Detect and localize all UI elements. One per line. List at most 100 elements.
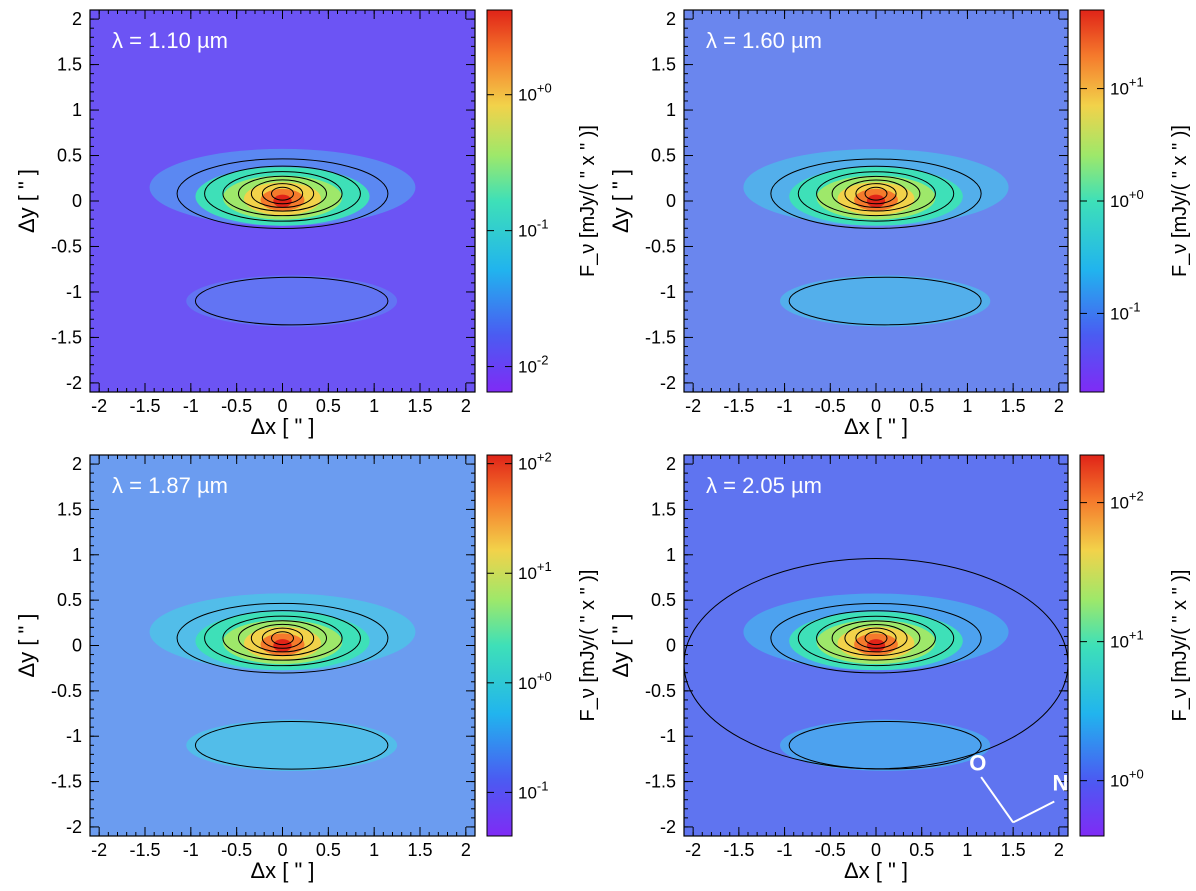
contour-level: [222, 171, 343, 217]
x-axis-label: Δx [ " ]: [250, 414, 314, 439]
x-tick-label: 1: [369, 840, 379, 860]
x-tick-label: -1: [777, 840, 793, 860]
y-tick-label: -1.5: [51, 772, 82, 792]
y-tick-label: 0.5: [651, 590, 676, 610]
y-tick-label: 1: [72, 545, 82, 565]
y-axis-label: Δy [ " ]: [608, 613, 633, 677]
y-tick-label: 0.5: [651, 146, 676, 166]
wavelength-label: λ = 1.60 µm: [706, 28, 822, 53]
colorbar-tick-label: 10-1: [1110, 299, 1140, 323]
contour-level: [831, 175, 921, 212]
x-tick-label: 0.5: [909, 840, 934, 860]
panel-2: -2 -1.5 -1 -0.5 0 0.5 1 1.5 2 -2 -1.5 -1 -0.5 0 0.5 1 1.…: [608, 9, 1191, 439]
colorbar-label: F_ν [mJy/( " x " )]: [1169, 570, 1191, 722]
y-tick-label: 0.5: [57, 146, 82, 166]
colorbar-tick-label: 10+2: [518, 450, 552, 474]
y-tick-label: -2: [660, 373, 676, 393]
contour-level: [797, 165, 955, 222]
contour-lower-lobe: [788, 276, 982, 326]
contour-level: [831, 620, 921, 657]
x-tick-label: 1.5: [1001, 840, 1026, 860]
panel-3: -2 -1.5 -1 -0.5 0 0.5 1 1.5 2 -2 -1.5 -1 -0.5 0 0.5 1 1.…: [14, 450, 599, 883]
x-tick-label: 2: [1054, 396, 1064, 416]
contour-level: [250, 179, 315, 208]
contour-lower-lobe: [194, 720, 389, 770]
panel-1: -2 -1.5 -1 -0.5 0 0.5 1 1.5 2 -2 -1.5 -1 -0.5 0 0.5 1 1.…: [14, 9, 599, 439]
y-tick-label: -1: [66, 282, 82, 302]
x-tick-label: -1.5: [129, 396, 160, 416]
y-tick-label: -2: [660, 817, 676, 837]
contour-level: [261, 183, 304, 205]
y-tick-label: -0.5: [51, 681, 82, 701]
panel-4: -2 -1.5 -1 -0.5 0 0.5 1 1.5 2 -2 -1.5 -1 -0.5 0 0.5 1 1.…: [608, 454, 1191, 883]
x-tick-label: -2: [91, 396, 107, 416]
axis-ticks: [684, 455, 1068, 836]
y-tick-label: -1.5: [645, 772, 676, 792]
x-tick-label: -1.5: [723, 396, 754, 416]
colorbar-tick-label: 10+1: [518, 559, 552, 583]
y-tick-label: -1: [660, 726, 676, 746]
y-tick-label: -2: [66, 373, 82, 393]
y-tick-label: 1.5: [57, 499, 82, 519]
y-axis-label: Δy [ " ]: [14, 613, 39, 677]
wavelength-label: λ = 1.87 µm: [112, 473, 228, 498]
y-tick-label: 1: [72, 100, 82, 120]
x-tick-label: -0.5: [221, 396, 252, 416]
core-layer: [273, 639, 292, 652]
heatmap-image: [684, 10, 1068, 392]
y-tick-label: 1: [666, 545, 676, 565]
y-tick-label: 0.5: [57, 590, 82, 610]
y-tick-label: 1.5: [57, 55, 82, 75]
lower-lobe: [780, 719, 991, 771]
contour-level: [816, 171, 936, 217]
contour-lower-lobe: [194, 276, 389, 326]
x-tick-label: 1.5: [1001, 396, 1026, 416]
contour-level: [271, 186, 294, 201]
x-tick-label: 1: [962, 840, 972, 860]
y-tick-label: 2: [72, 9, 82, 29]
contour-level: [176, 158, 389, 230]
y-tick-label: -0.5: [645, 681, 676, 701]
contour-level: [204, 610, 361, 667]
contour-level: [238, 175, 327, 212]
x-tick-label: 2: [461, 840, 471, 860]
contour-level: [844, 623, 908, 653]
contour-level: [770, 602, 982, 674]
x-tick-label: -0.5: [815, 840, 846, 860]
contour-level: [797, 610, 955, 667]
compass-label-n: N: [1052, 771, 1068, 796]
y-tick-label: -1.5: [645, 327, 676, 347]
y-tick-label: -0.5: [645, 236, 676, 256]
x-tick-label: 0: [871, 396, 881, 416]
x-axis-label: Δx [ " ]: [250, 858, 314, 883]
colorbar-tick-label: 10-2: [518, 353, 548, 377]
x-tick-label: 0: [277, 840, 287, 860]
colorbar-tick-label: 10+2: [1110, 489, 1144, 513]
core-layer: [866, 639, 886, 652]
contour-level: [176, 602, 389, 674]
y-tick-label: 0: [72, 191, 82, 211]
x-axis-label: Δx [ " ]: [844, 858, 908, 883]
y-tick-label: 2: [72, 454, 82, 474]
contour-level: [271, 631, 294, 646]
x-tick-label: 1.5: [407, 840, 432, 860]
x-axis-label: Δx [ " ]: [844, 414, 908, 439]
x-tick-label: -1.5: [723, 840, 754, 860]
colorbar-tick-label: 10-1: [518, 217, 548, 241]
x-tick-label: -1: [777, 396, 793, 416]
wavelength-label: λ = 1.10 µm: [112, 28, 228, 53]
core-layer: [273, 194, 292, 208]
colorbar-tick-label: 10+0: [518, 81, 552, 105]
y-tick-label: 0: [666, 191, 676, 211]
contour-level: [250, 623, 315, 653]
x-tick-label: -1.5: [129, 840, 160, 860]
heatmap-image: [90, 455, 475, 836]
colorbar-tick-label: 10+0: [1110, 187, 1144, 211]
axis-ticks: [684, 10, 1068, 392]
colorbar-label: F_ν [mJy/( " x " )]: [1169, 125, 1191, 277]
lower-lobe: [186, 719, 398, 771]
compass: [980, 776, 1055, 824]
lower-lobe: [780, 275, 991, 327]
colorbar: [486, 454, 513, 837]
contour-level: [844, 179, 908, 208]
